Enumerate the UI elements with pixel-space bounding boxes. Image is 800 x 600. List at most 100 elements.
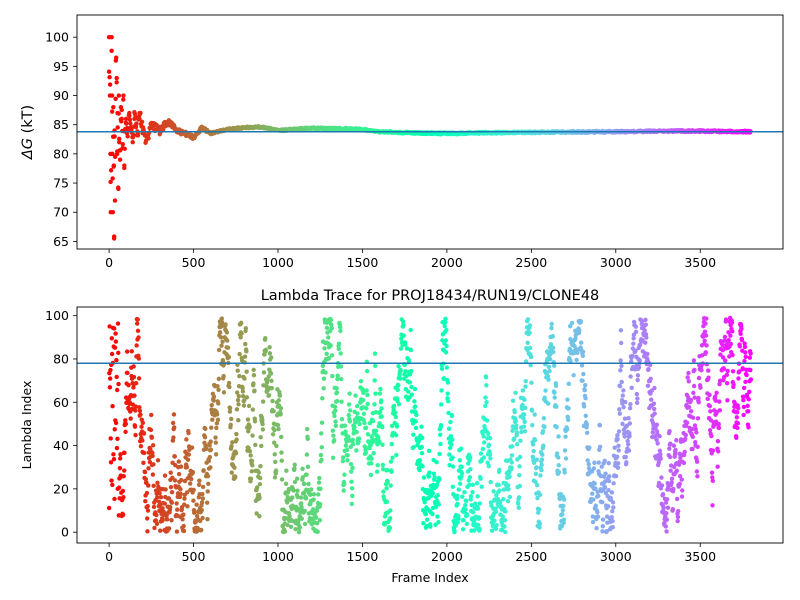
lambda-trace-point xyxy=(633,348,638,353)
lambda-x-tick-label: 1500 xyxy=(347,549,379,564)
lambda-trace-point xyxy=(300,466,305,472)
lambda-trace-point xyxy=(532,438,538,443)
delta-g-point xyxy=(110,151,115,157)
lambda-trace-point xyxy=(609,490,615,495)
lambda-trace-point xyxy=(235,397,241,403)
lambda-trace-point xyxy=(675,518,680,524)
lambda-trace-point xyxy=(531,448,536,454)
lambda-trace-point xyxy=(446,410,451,416)
lambda-trace-point xyxy=(510,398,516,403)
lambda-trace-point xyxy=(455,520,460,525)
lambda-trace-point xyxy=(707,428,713,433)
lambda-trace-point xyxy=(274,443,279,449)
lambda-trace-point xyxy=(595,510,600,515)
lambda-trace-point xyxy=(509,465,514,470)
lambda-trace-point xyxy=(109,478,114,483)
lambda-trace-point xyxy=(233,474,238,479)
lambda-trace-point xyxy=(592,481,597,486)
lambda-y-tick-label: 40 xyxy=(53,438,69,453)
lambda-trace-point xyxy=(735,425,740,431)
lambda-trace-point xyxy=(234,431,239,437)
lambda-trace-point xyxy=(377,439,382,444)
lambda-trace-point xyxy=(615,433,620,438)
lambda-trace-point xyxy=(566,406,571,411)
lambda-trace-point xyxy=(615,436,620,442)
lambda-trace-point xyxy=(398,368,403,374)
delta-g-y-tick-label: 65 xyxy=(53,234,69,249)
lambda-trace-point xyxy=(342,423,348,428)
lambda-trace-point xyxy=(372,351,378,356)
lambda-trace-point xyxy=(321,386,326,391)
lambda-trace-point xyxy=(120,512,126,518)
lambda-trace-point xyxy=(248,453,253,458)
lambda-trace-point xyxy=(112,427,117,432)
lambda-trace-point xyxy=(494,493,499,498)
lambda-trace-point xyxy=(447,445,453,451)
lambda-trace-point xyxy=(380,424,385,430)
lambda-trace-point xyxy=(557,496,563,502)
lambda-trace-point xyxy=(157,528,163,533)
lambda-trace-point xyxy=(166,526,172,531)
lambda-trace-point xyxy=(489,528,495,533)
lambda-trace-point xyxy=(109,336,114,341)
lambda-trace-point xyxy=(527,345,533,351)
lambda-trace-point xyxy=(361,411,367,417)
lambda-trace-point xyxy=(483,395,488,400)
lambda-trace-point xyxy=(617,411,623,416)
lambda-trace-point xyxy=(371,451,376,456)
lambda-trace-point xyxy=(717,378,723,383)
lambda-trace-point xyxy=(612,445,617,450)
lambda-trace-point xyxy=(715,438,721,444)
lambda-trace-point xyxy=(340,458,346,464)
lambda-trace-point xyxy=(372,402,377,407)
lambda-trace-point xyxy=(320,363,326,369)
lambda-trace-point xyxy=(226,380,232,386)
lambda-trace-point xyxy=(533,479,538,484)
lambda-trace-point xyxy=(243,326,249,331)
lambda-trace-point xyxy=(409,369,414,374)
lambda-trace-point xyxy=(443,319,448,325)
lambda-trace-point xyxy=(708,418,714,423)
lambda-trace-point xyxy=(287,514,292,519)
lambda-trace-point xyxy=(437,451,442,457)
lambda-trace-point xyxy=(389,423,395,429)
lambda-trace-point xyxy=(724,372,730,378)
lambda-trace-point xyxy=(148,427,154,433)
lambda-trace-point xyxy=(688,397,694,403)
lambda-trace-point xyxy=(580,353,586,358)
delta-g-point xyxy=(130,140,135,145)
lambda-trace-point xyxy=(208,447,214,452)
lambda-trace-point xyxy=(290,518,295,524)
lambda-trace-point xyxy=(247,448,253,454)
lambda-trace-point xyxy=(276,426,281,432)
lambda-trace-point xyxy=(674,438,679,443)
lambda-trace-point xyxy=(334,386,339,391)
lambda-trace-point xyxy=(319,445,324,450)
lambda-trace-point xyxy=(617,384,623,389)
lambda-trace-point xyxy=(160,518,165,524)
lambda-trace-point xyxy=(667,454,673,460)
lambda-trace-point xyxy=(686,379,691,384)
lambda-trace-point xyxy=(213,435,218,440)
delta-g-point xyxy=(117,157,123,162)
lambda-trace-point xyxy=(528,362,533,368)
lambda-trace-point xyxy=(597,444,603,450)
lambda-trace-point xyxy=(394,424,400,429)
lambda-trace-point xyxy=(138,444,144,449)
lambda-trace-point xyxy=(492,518,497,524)
lambda-trace-point xyxy=(123,418,128,423)
lambda-trace-point xyxy=(207,454,213,460)
lambda-trace-point xyxy=(477,526,482,532)
lambda-trace-point xyxy=(481,434,486,439)
lambda-trace-point xyxy=(236,402,241,407)
lambda-trace-point xyxy=(595,514,601,519)
delta-g-point xyxy=(133,125,139,130)
lambda-trace-point xyxy=(546,377,551,382)
lambda-trace-point xyxy=(619,379,624,385)
lambda-trace-point xyxy=(578,340,584,345)
lambda-trace-point xyxy=(716,421,721,427)
lambda-trace-point xyxy=(341,488,346,493)
lambda-trace-point xyxy=(525,340,530,345)
lambda-trace-point xyxy=(247,424,252,429)
lambda-trace-point xyxy=(652,385,657,391)
